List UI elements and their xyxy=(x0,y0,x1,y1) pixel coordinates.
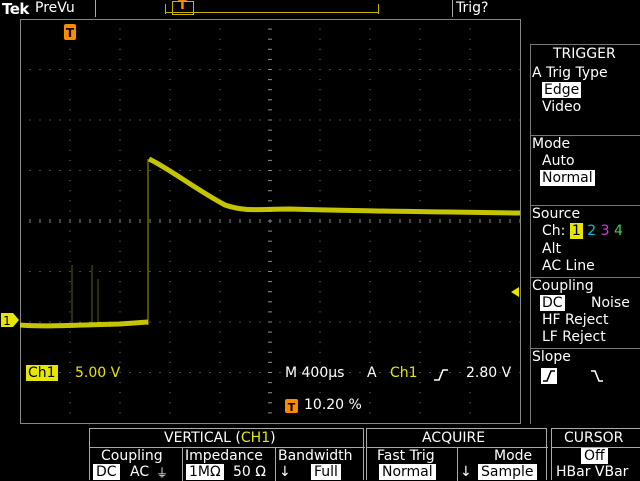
cursor-menu: CURSOR Off HBar VBar xyxy=(551,428,640,480)
slope-label: Slope xyxy=(532,349,571,365)
menu-divider xyxy=(90,447,365,448)
mode-normal[interactable]: Normal xyxy=(540,170,595,186)
trigger-level-readout: 2.80 V xyxy=(466,365,512,381)
menu-divider xyxy=(531,277,640,278)
slope-falling-icon[interactable] xyxy=(589,368,605,384)
status-divider xyxy=(95,0,96,17)
trigger-source-button[interactable]: Source Ch: 1 2 3 4 Alt AC Line xyxy=(531,206,640,283)
source-ch3[interactable]: 3 xyxy=(600,223,610,239)
cursor-value: Off xyxy=(581,448,608,464)
trigger-slope-button[interactable]: Slope xyxy=(531,349,640,409)
fast-trig-label: Fast Trig xyxy=(377,448,435,464)
coupling-dc-option[interactable]: DC xyxy=(93,464,120,480)
down-arrow-icon: ↓ xyxy=(279,464,291,480)
trigger-position-icon: T xyxy=(285,399,298,414)
vertical-coupling-label: Coupling xyxy=(101,448,163,464)
trigger-position-icon: T xyxy=(178,0,187,13)
menu-divider xyxy=(531,135,640,136)
trigger-menu-header: TRIGGER xyxy=(530,44,640,64)
svg-text:1: 1 xyxy=(3,314,11,328)
timebase-readout: M 400µs xyxy=(285,365,345,381)
cursor-options: HBar VBar xyxy=(556,464,629,480)
trig-type-edge[interactable]: Edge xyxy=(542,82,582,98)
impedance-1m-option[interactable]: 1MΩ xyxy=(186,464,224,480)
record-bar-left-cap xyxy=(165,4,166,14)
record-length-bar xyxy=(165,5,379,13)
ch1-waveform xyxy=(20,156,521,329)
mode-auto[interactable]: Auto xyxy=(542,153,575,169)
status-bar: Tek PreVu T Trig? xyxy=(0,0,640,20)
source-alt[interactable]: Alt xyxy=(542,241,561,257)
slope-rising-icon[interactable] xyxy=(541,368,557,384)
trigger-source-readout: Ch1 xyxy=(390,365,418,381)
down-arrow-icon: ↓ xyxy=(460,464,472,480)
menu-divider xyxy=(182,447,183,481)
coupling-label: Coupling xyxy=(532,278,594,294)
svg-text:T: T xyxy=(288,401,296,414)
vertical-menu: VERTICAL (CH1) Coupling DC AC ⏚ Impedanc… xyxy=(89,428,365,481)
vertical-menu-title: VERTICAL (CH1) xyxy=(164,430,276,446)
trigger-level-icon xyxy=(511,287,519,297)
acquire-menu-title: ACQUIRE xyxy=(422,430,486,446)
menu-divider xyxy=(457,447,458,481)
acquire-mode-value: Sample xyxy=(478,464,537,480)
trig-type-label: A Trig Type xyxy=(532,65,608,81)
coupling-hf-reject[interactable]: HF Reject xyxy=(542,312,609,328)
trigger-a-label: A xyxy=(367,365,377,381)
trigger-mode-button[interactable]: Mode Auto Normal xyxy=(531,136,640,204)
impedance-50-option[interactable]: 50 Ω xyxy=(233,464,266,480)
source-channels: Ch: 1 2 3 4 xyxy=(542,223,623,239)
acquire-menu: ACQUIRE Fast Trig Normal Mode ↓ Sample xyxy=(366,428,548,481)
coupling-noise[interactable]: Noise xyxy=(591,295,630,311)
record-view-window xyxy=(172,1,194,15)
source-ch1[interactable]: 1 xyxy=(569,223,583,239)
brand-logo: Tek xyxy=(2,0,29,18)
vertical-coupling-button[interactable]: Coupling DC AC ⏚ xyxy=(90,448,182,481)
trig-type-button[interactable]: A Trig Type Edge Video xyxy=(531,64,640,134)
cursor-type-button[interactable]: Off HBar VBar xyxy=(552,448,640,481)
trigger-position-marker: T xyxy=(64,24,76,40)
record-bar-right-cap xyxy=(378,4,379,14)
menu-divider xyxy=(275,447,276,481)
mode-label: Mode xyxy=(532,136,571,152)
acquire-mode-button[interactable]: Mode ↓ Sample xyxy=(458,448,548,481)
ch1-label: Ch1 xyxy=(26,365,58,381)
ch1-scale: 5.00 V xyxy=(75,365,121,381)
acquisition-status: PreVu xyxy=(35,0,75,16)
acquire-mode-label: Mode xyxy=(494,448,533,464)
trig-type-video[interactable]: Video xyxy=(542,99,582,115)
coupling-lf-reject[interactable]: LF Reject xyxy=(542,329,606,345)
trigger-coupling-button[interactable]: Coupling DC Noise HF Reject LF Reject xyxy=(531,278,640,348)
svg-text:T: T xyxy=(66,26,75,40)
trigger-position-readout: 10.20 % xyxy=(304,397,362,413)
cursor-menu-title: CURSOR xyxy=(564,430,624,446)
rising-edge-icon xyxy=(434,369,448,381)
bandwidth-value: Full xyxy=(311,464,341,480)
bandwidth-label: Bandwidth xyxy=(278,448,353,464)
status-divider xyxy=(452,0,453,17)
source-ac-line[interactable]: AC Line xyxy=(542,258,595,274)
trigger-menu-title: TRIGGER xyxy=(553,46,616,62)
ch1-ground-marker[interactable]: 1 xyxy=(0,310,20,330)
trigger-menu: A Trig Type Edge Video Mode Auto Normal … xyxy=(530,64,640,424)
source-label: Source xyxy=(532,206,581,222)
waveform-display: T xyxy=(20,19,521,424)
trigger-status: Trig? xyxy=(456,0,489,16)
source-ch2[interactable]: 2 xyxy=(587,223,597,239)
menu-divider xyxy=(531,348,640,349)
impedance-label: Impedance xyxy=(185,448,263,464)
source-ch4[interactable]: 4 xyxy=(613,223,623,239)
coupling-dc[interactable]: DC xyxy=(540,295,565,311)
bandwidth-button[interactable]: Bandwidth ↓ Full xyxy=(276,448,365,481)
ground-icon[interactable]: ⏚ xyxy=(156,466,169,480)
fast-trig-value: Normal xyxy=(379,464,436,480)
impedance-button[interactable]: Impedance 1MΩ 50 Ω xyxy=(183,448,275,481)
coupling-ac-option[interactable]: AC xyxy=(130,464,150,480)
fast-trig-button[interactable]: Fast Trig Normal xyxy=(367,448,457,481)
graticule-grid xyxy=(20,19,521,414)
menu-divider xyxy=(531,205,640,206)
menu-divider xyxy=(552,447,640,448)
